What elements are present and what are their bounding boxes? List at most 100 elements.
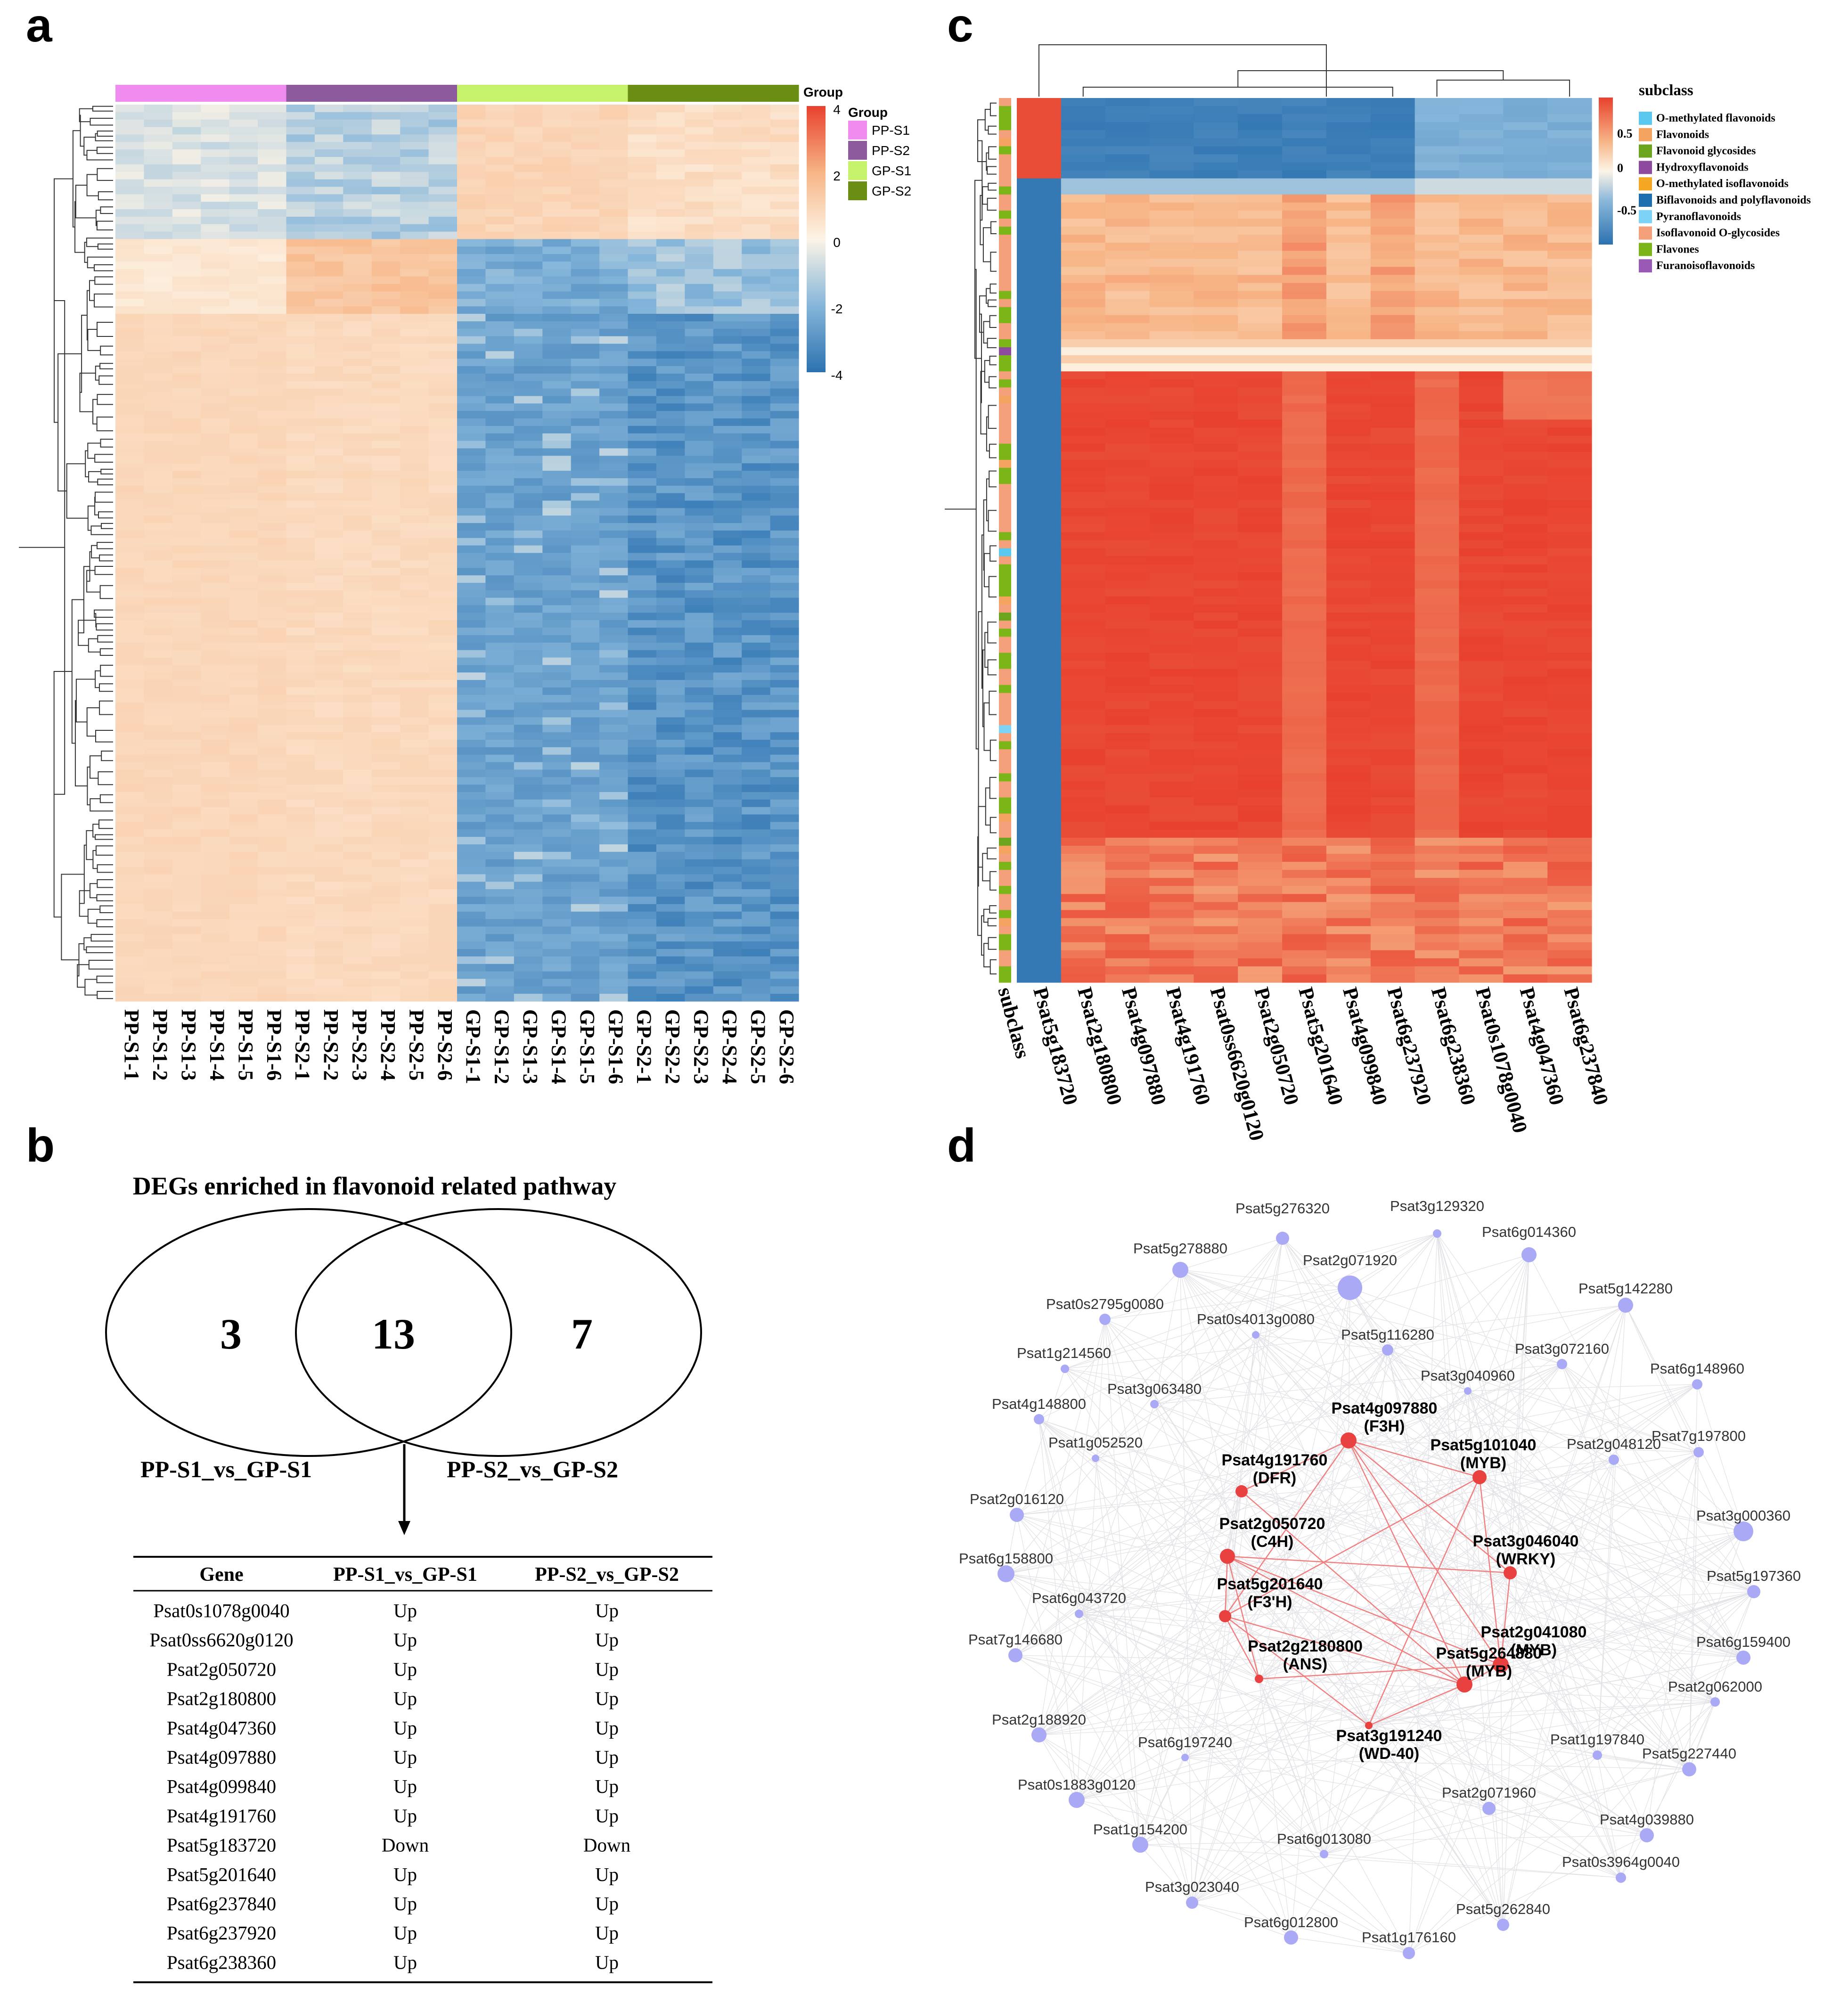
heatmap-cell <box>400 851 429 860</box>
heatmap-cell-c <box>1547 765 1592 774</box>
heatmap-cell <box>571 867 600 875</box>
heatmap-cell-c <box>1459 862 1504 870</box>
heatmap-cell-c <box>1326 757 1371 766</box>
heatmap-cell <box>258 284 287 292</box>
heatmap-cell-c <box>1370 459 1415 468</box>
heatmap-cell <box>742 328 771 337</box>
subclass-cell <box>999 934 1011 943</box>
heatmap-cell <box>770 740 799 748</box>
heatmap-cell <box>457 665 486 673</box>
heatmap-cell-c <box>1282 709 1327 718</box>
heatmap-cell <box>201 396 230 404</box>
heatmap-cell <box>514 769 543 777</box>
heatmap-cell-c <box>1149 194 1194 203</box>
heatmap-cell <box>286 926 315 934</box>
heatmap-cell <box>599 762 629 770</box>
heatmap-cell-c <box>1370 934 1415 943</box>
heatmap-cell <box>144 949 173 957</box>
heatmap-cell-c <box>1017 741 1062 750</box>
heatmap-cell-c <box>1194 98 1238 106</box>
heatmap-cell <box>656 994 685 1002</box>
table-cell-s1: Up <box>393 1922 417 1944</box>
heatmap-cell-c <box>1194 797 1238 806</box>
heatmap-cell <box>229 740 258 748</box>
subclass-cell <box>999 186 1011 195</box>
heatmap-cell <box>742 411 771 419</box>
heatmap-cell <box>571 216 600 225</box>
heatmap-cell <box>485 396 515 404</box>
heatmap-cell <box>457 418 486 426</box>
heatmap-cell <box>713 792 742 800</box>
heatmap-cell-c <box>1459 170 1504 179</box>
heatmap-cell <box>201 597 230 606</box>
heatmap-cell-c <box>1459 556 1504 565</box>
heatmap-cell <box>258 859 287 867</box>
heatmap-cell-c <box>1282 878 1327 886</box>
heatmap-cell-c <box>1194 749 1238 758</box>
heatmap-cell-c <box>1326 588 1371 597</box>
heatmap-cell-c <box>1238 122 1283 131</box>
heatmap-cell-c <box>1282 934 1327 943</box>
heatmap-cell <box>343 859 372 867</box>
heatmap-cell <box>172 620 201 628</box>
heatmap-cell <box>571 979 600 987</box>
network-node <box>1031 1727 1047 1742</box>
heatmap-cell <box>485 628 515 636</box>
heatmap-cell-c <box>1105 829 1150 838</box>
heatmap-cell-c <box>1017 315 1062 324</box>
heatmap-cell-c <box>1370 918 1415 927</box>
heatmap-cell <box>628 971 657 980</box>
heatmap-cell <box>542 769 572 777</box>
heatmap-cell <box>428 425 458 434</box>
heatmap-cell <box>314 306 343 314</box>
subclass-cell <box>999 797 1011 806</box>
heatmap-cell <box>713 628 742 636</box>
heatmap-cell-c <box>1017 733 1062 742</box>
heatmap-cell <box>685 829 714 837</box>
heatmap-cell <box>400 157 429 165</box>
heatmap-cell <box>742 164 771 172</box>
heatmap-cell-c <box>1415 548 1459 557</box>
heatmap-cell <box>343 545 372 554</box>
heatmap-cell <box>314 209 343 217</box>
heatmap-cell <box>428 418 458 426</box>
heatmap-cell <box>144 172 173 180</box>
heatmap-cell <box>201 366 230 374</box>
heatmap-cell-c <box>1105 98 1150 106</box>
heatmap-cell-c <box>1061 918 1106 927</box>
heatmap-cell-c <box>1459 347 1504 356</box>
heatmap-cell <box>314 441 343 449</box>
heatmap-cell-c <box>1370 275 1415 284</box>
heatmap-cell <box>286 164 315 172</box>
heatmap-cell <box>770 702 799 711</box>
heatmap-cell <box>172 448 201 456</box>
heatmap-cell <box>628 359 657 367</box>
heatmap-cell <box>542 456 572 464</box>
heatmap-cell-c <box>1503 669 1548 678</box>
hub-node-id: Psat4g191760 <box>1222 1451 1328 1469</box>
heatmap-cell <box>258 575 287 583</box>
heatmap-cell-c <box>1061 854 1106 862</box>
heatmap-cell <box>542 508 572 516</box>
colorbar-a-tick: 4 <box>833 102 841 117</box>
heatmap-cell <box>770 994 799 1002</box>
heatmap-cell <box>229 112 258 120</box>
table-cell-gene: Psat2g050720 <box>167 1658 276 1680</box>
heatmap-cell <box>713 740 742 748</box>
heatmap-cell <box>656 628 685 636</box>
subclass-cell <box>999 427 1011 436</box>
heatmap-cell-c <box>1105 467 1150 476</box>
heatmap-cell <box>457 493 486 501</box>
heatmap-cell <box>314 343 343 352</box>
heatmap-cell <box>343 754 372 763</box>
heatmap-cell-c <box>1238 186 1283 195</box>
heatmap-cell-c <box>1149 395 1194 404</box>
heatmap-cell <box>314 530 343 539</box>
heatmap-cell-c <box>1238 845 1283 854</box>
subclass-cell <box>999 476 1011 484</box>
legend-c-item: Biflavonoids and polyflavonoids <box>1656 194 1811 206</box>
heatmap-cell-c <box>1105 283 1150 292</box>
heatmap-cell <box>371 710 401 718</box>
heatmap-cell <box>485 605 515 613</box>
heatmap-cell <box>314 867 343 875</box>
